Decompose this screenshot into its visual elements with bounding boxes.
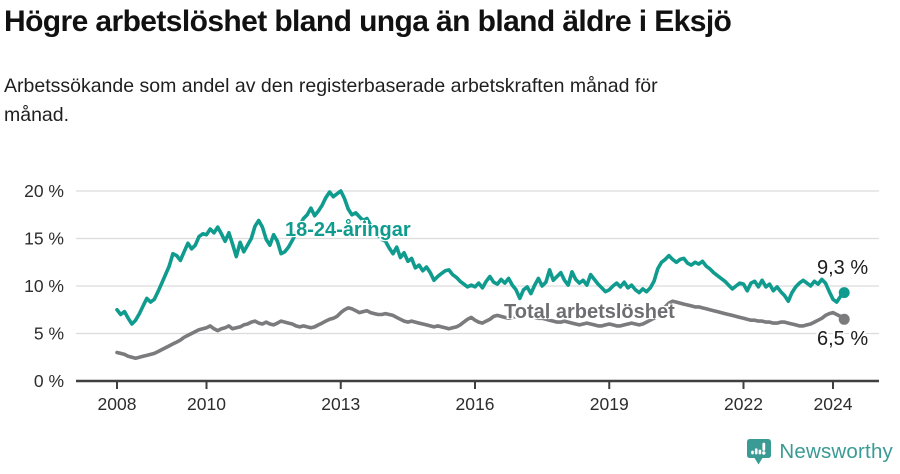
brand-name: Newsworthy: [779, 440, 893, 463]
line-total: [115, 299, 847, 361]
chart-subtitle: Arbetssökande som andel av den registerb…: [4, 75, 658, 127]
y-axis-tick-label: 5 %: [34, 324, 64, 344]
end-value-label-total: 6,5 %: [817, 328, 869, 350]
page-title: Högre arbetslöshet bland unga än bland ä…: [4, 5, 732, 38]
series-label-young: 18-24-åringar: [285, 219, 411, 241]
x-axis-tick-label: 2019: [590, 394, 629, 414]
newsworthy-logo-icon: [747, 439, 772, 465]
line-young: [115, 189, 847, 326]
x-axis-tick-label: 2008: [98, 394, 137, 414]
x-axis-tick-label: 2010: [187, 394, 226, 414]
x-axis-tick-label: 2024: [814, 394, 853, 414]
end-dot-young: [838, 287, 850, 299]
y-axis-tick-label: 10 %: [24, 276, 64, 296]
y-axis-tick-label: 15 %: [24, 229, 64, 249]
y-axis-tick-label: 0 %: [34, 371, 64, 391]
series-label-total: Total arbetslöshet: [504, 301, 675, 323]
end-dot-total: [838, 313, 850, 325]
newsworthy-brand: Newsworthy: [746, 438, 893, 466]
x-axis-tick-label: 2016: [456, 394, 495, 414]
x-axis-tick-label: 2022: [724, 394, 763, 414]
end-value-label-young: 9,3 %: [817, 257, 869, 279]
x-axis-tick-label: 2013: [321, 394, 360, 414]
y-axis-tick-label: 20 %: [24, 181, 64, 201]
